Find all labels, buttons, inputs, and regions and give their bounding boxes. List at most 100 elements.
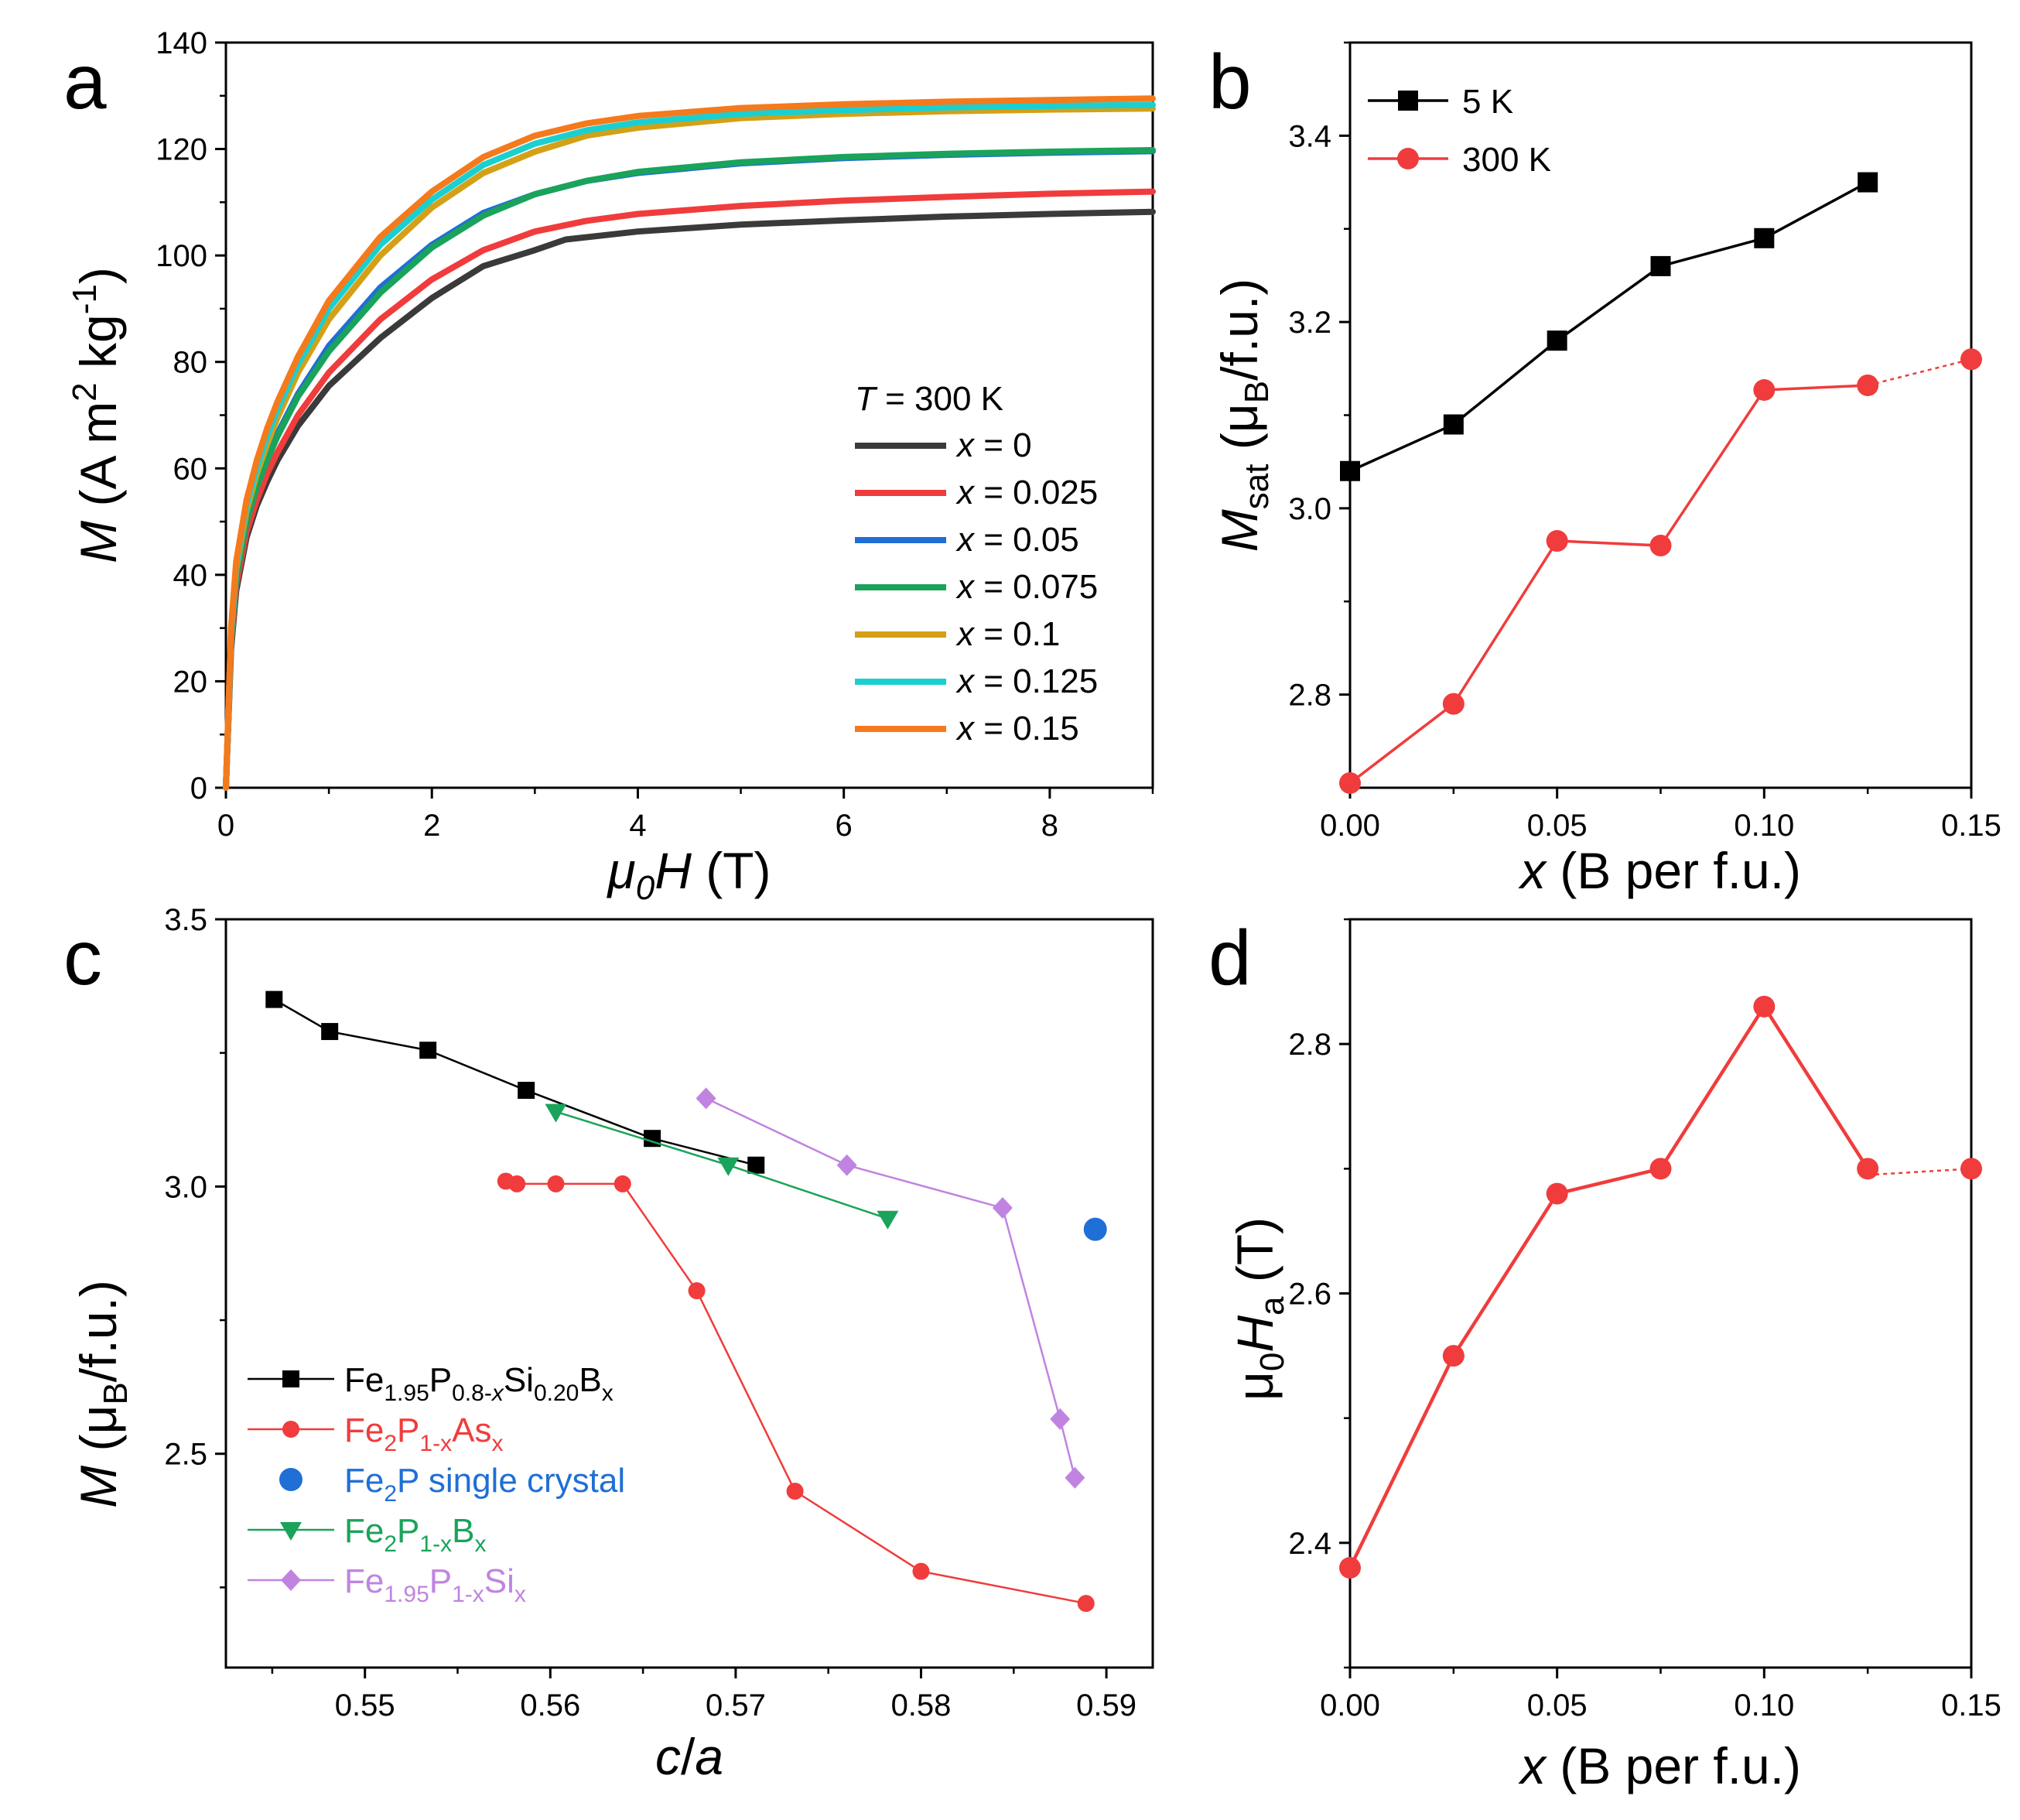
- data-point: [786, 1483, 804, 1500]
- legend-entry: 300 K: [1462, 141, 1551, 179]
- legend-entry: Fe1.95P0.8-xSi0.20Bx: [344, 1361, 614, 1406]
- x-axis-label: x (B per f.u.): [1518, 842, 1801, 899]
- data-point: [508, 1175, 526, 1192]
- panel-letter-c: c: [63, 915, 102, 1001]
- legend-marker: [281, 1569, 301, 1591]
- x-tick-label: 0.58: [891, 1688, 952, 1722]
- plot-frame: [224, 918, 1154, 1669]
- x-tick-label: 0.05: [1527, 1688, 1588, 1722]
- data-point: [912, 1562, 930, 1580]
- x-tick-label: 0.15: [1941, 1688, 2001, 1722]
- data-point: [1857, 1158, 1879, 1180]
- x-axis-label: c/a: [655, 1728, 723, 1785]
- data-point: [518, 1082, 535, 1100]
- dotted-extension: [1867, 358, 1972, 387]
- legend-entry: x = 0.1: [955, 615, 1060, 653]
- x-tick-label: 0.00: [1320, 809, 1380, 843]
- panel-letter-a: a: [63, 39, 107, 125]
- x-tick-label: 6: [836, 809, 853, 843]
- data-point: [688, 1282, 706, 1300]
- legend-entry: Fe1.95P1-xSix: [344, 1562, 526, 1607]
- data-point: [1442, 693, 1465, 715]
- data-point: [1083, 1217, 1107, 1241]
- panel-d: 0.00 0.05 0.10 0.15 2.4 2.6 2.8 d x (B per f.u.)…: [1208, 915, 2001, 1794]
- y-axis-label: Msat (μB/f.u.): [1211, 279, 1276, 552]
- data-point: [1753, 378, 1776, 401]
- panel-letter-b: b: [1208, 39, 1252, 125]
- data-point: [547, 1175, 565, 1192]
- data-point: [1857, 374, 1879, 396]
- y-tick-label: 80: [173, 346, 208, 380]
- x-tick-label: 4: [629, 809, 646, 843]
- y-axis-label: M (μB/f.u.): [70, 1280, 135, 1508]
- legend-marker: [1397, 148, 1419, 169]
- dotted-extension: [1868, 1168, 1972, 1176]
- x-tick-label: 0.57: [706, 1688, 766, 1722]
- y-tick-label: 3.2: [1288, 306, 1331, 340]
- y-tick-label: 3.4: [1288, 119, 1331, 153]
- panel-c: 0.55 0.56 0.57 0.58 0.59 2.5 3.0 3.5 c Fe1.95P0.8…: [63, 903, 1154, 1785]
- y-tick-label: 40: [173, 559, 208, 593]
- y-tick-label: 100: [156, 239, 207, 273]
- data-point: [1340, 460, 1360, 481]
- series-line-0: [273, 998, 757, 1166]
- y-tick-label: 2.6: [1288, 1278, 1331, 1312]
- data-point: [1339, 771, 1361, 794]
- x-tick-label: 0.59: [1076, 1688, 1136, 1722]
- x-tick-label: 2: [423, 809, 440, 843]
- y-tick-label: 140: [156, 26, 207, 60]
- legend-entry: Fe2P1-xAsx: [344, 1411, 503, 1456]
- x-axis-label: μ0H (T): [607, 842, 771, 907]
- series-line-0: [1348, 1003, 1870, 1569]
- data-point: [1546, 530, 1568, 552]
- data-point: [1650, 255, 1671, 276]
- y-tick-label: 120: [156, 133, 207, 167]
- legend-marker: [280, 1522, 302, 1541]
- y-axis-label: M (A m2 kg-1): [66, 267, 127, 563]
- data-point: [1065, 1466, 1085, 1489]
- data-point: [696, 1087, 716, 1110]
- legend-entry: x = 0.025: [955, 474, 1098, 511]
- data-point: [1443, 414, 1464, 435]
- y-tick-label: 60: [173, 452, 208, 486]
- data-point: [1754, 228, 1775, 248]
- data-point: [747, 1156, 765, 1174]
- panel-b: 0.00 0.05 0.10 0.15 2.8 3.0 3.2 3.4 b 5 K 300 K x (…: [1208, 39, 2001, 899]
- y-tick-label: 2.8: [1288, 1028, 1331, 1062]
- data-point: [545, 1103, 567, 1123]
- data-point: [877, 1210, 899, 1230]
- legend-entry: x = 0.125: [955, 662, 1098, 700]
- series-line-1: [1348, 384, 1868, 785]
- legend-entry: Fe2P single crystal: [344, 1462, 625, 1507]
- data-point: [1546, 1182, 1568, 1205]
- data-point: [1547, 330, 1567, 351]
- legend-entry: x = 0: [955, 426, 1032, 464]
- legend-entry: x = 0.15: [955, 710, 1079, 748]
- y-tick-label: 3.0: [1288, 492, 1331, 526]
- y-tick-label: 0: [190, 771, 207, 806]
- x-tick-label: 0: [217, 809, 234, 843]
- data-point: [265, 990, 283, 1008]
- y-tick-label: 2.8: [1288, 679, 1331, 713]
- legend-marker: [1398, 91, 1418, 111]
- plot-frame: [1348, 41, 1973, 789]
- data-point: [1960, 1158, 1982, 1180]
- plot-frame: [1348, 918, 1973, 1669]
- legend-entry: x = 0.075: [955, 568, 1098, 606]
- x-tick-label: 0.10: [1734, 809, 1794, 843]
- data-point: [717, 1157, 740, 1176]
- data-point: [1077, 1595, 1095, 1613]
- y-tick-label: 3.5: [164, 903, 207, 937]
- y-tick-label: 20: [173, 665, 208, 699]
- x-tick-label: 0.56: [520, 1688, 580, 1722]
- x-tick-label: 0.55: [335, 1688, 395, 1722]
- x-tick-label: 8: [1041, 809, 1058, 843]
- data-point: [1858, 172, 1878, 193]
- y-tick-label: 2.5: [164, 1438, 207, 1472]
- legend-entry: 5 K: [1462, 83, 1513, 121]
- data-point: [614, 1175, 631, 1192]
- data-point: [1649, 1158, 1672, 1180]
- data-point: [419, 1042, 437, 1059]
